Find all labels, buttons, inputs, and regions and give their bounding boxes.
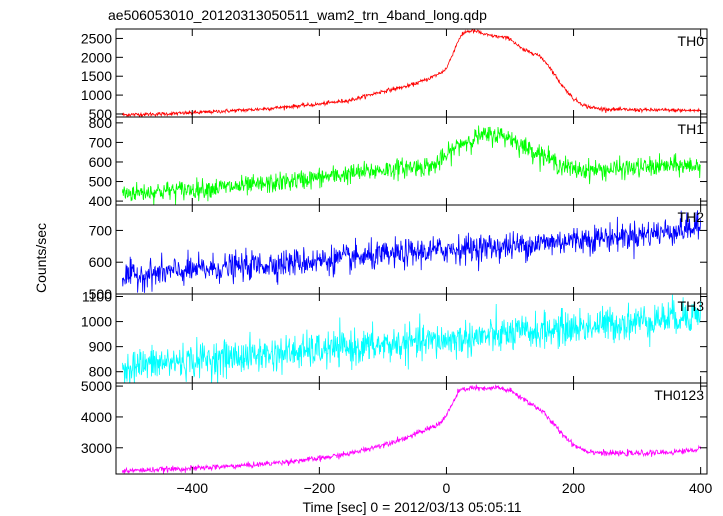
panel-label-th1: TH1 [678,121,705,137]
series-line-th2 [122,210,701,293]
y-tick-label: 2500 [81,30,112,46]
y-tick-label: 700 [89,222,113,238]
series-line-th3 [122,294,701,383]
y-tick-label: 600 [89,254,113,270]
series-line-th0123 [122,384,701,474]
panel-label-th3: TH3 [678,298,705,314]
y-tick-label: 500 [89,174,113,190]
y-tick-label: 600 [89,154,113,170]
series-line-th1 [122,125,701,205]
y-tick-label: 3000 [81,440,112,456]
panel-frame-th0 [115,28,708,118]
panel-label-th2: TH2 [678,209,705,225]
x-tick-label: −400 [176,480,208,496]
x-axis-label: Time [sec] 0 = 2012/03/13 05:05:11 [302,499,521,515]
y-tick-label: 800 [89,115,113,131]
panel-label-th0: TH0 [678,33,705,49]
y-tick-label: 2000 [81,49,112,65]
chart-title: ae506053010_20120313050511_wam2_trn_4ban… [108,7,487,23]
y-tick-label: 1100 [82,289,112,305]
y-tick-label: 1000 [81,314,112,330]
y-tick-label: 1000 [81,87,112,103]
x-tick-label: 200 [562,480,586,496]
series-line-th0 [122,29,701,117]
y-tick-label: 700 [89,134,113,150]
x-tick-label: 400 [689,480,713,496]
y-tick-label: 500 [89,286,113,302]
y-tick-label: 800 [89,364,113,380]
y-tick-label: 900 [89,339,113,355]
y-tick-label: 1500 [81,68,112,84]
y-tick-label: 4000 [81,409,112,425]
y-tick-label: 400 [89,193,113,209]
y-axis-label: Counts/sec [33,223,49,293]
x-tick-label: −200 [304,480,336,496]
y-tick-label: 5000 [81,378,112,394]
x-tick-label: 0 [443,480,451,496]
panel-label-th0123: TH0123 [654,387,704,403]
y-tick-label: 500 [89,106,113,122]
panel-frame-th0123 [115,382,708,475]
